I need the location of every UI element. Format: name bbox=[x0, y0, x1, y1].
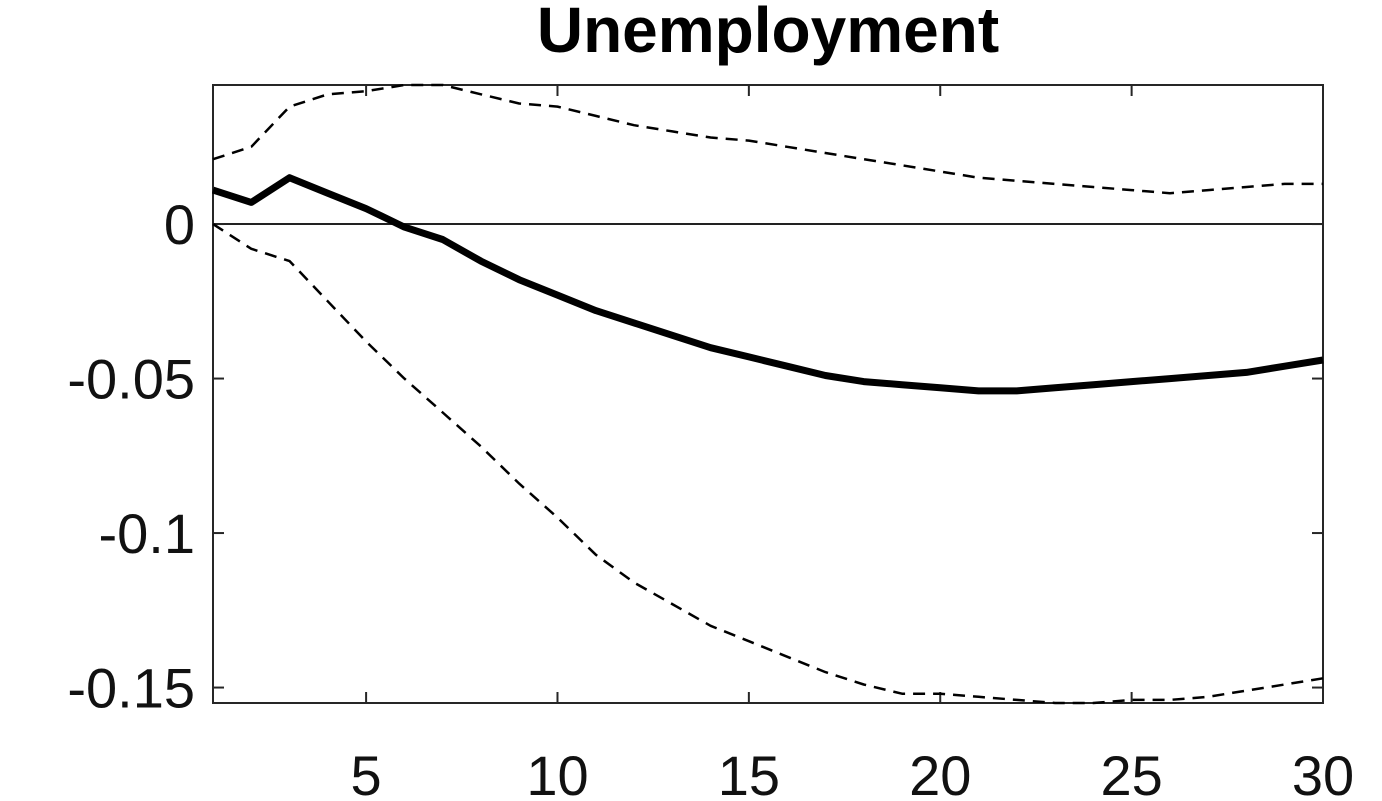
tick-labels: 5 10 15 20 25 30 0 -0.05 -0.1 -0.15 bbox=[67, 193, 1354, 801]
chart-title: Unemployment bbox=[537, 0, 999, 66]
y-tick-label: 0 bbox=[164, 193, 195, 256]
x-tick-label: 25 bbox=[1100, 744, 1162, 801]
y-tick-label: -0.05 bbox=[67, 348, 195, 411]
y-tick-label: -0.1 bbox=[99, 502, 196, 565]
plot-area bbox=[211, 83, 1324, 705]
x-tick-label: 20 bbox=[909, 744, 971, 801]
x-tick-label: 5 bbox=[351, 744, 382, 801]
lower-band-line bbox=[212, 223, 1324, 705]
upper-band-line bbox=[212, 83, 1323, 195]
plot-frame bbox=[212, 84, 1324, 704]
x-tick-label: 10 bbox=[526, 744, 588, 801]
estimate-line bbox=[211, 174, 1324, 395]
x-tick-label: 30 bbox=[1292, 744, 1354, 801]
y-tick-label: -0.15 bbox=[67, 657, 195, 720]
x-tick-label: 15 bbox=[718, 744, 780, 801]
